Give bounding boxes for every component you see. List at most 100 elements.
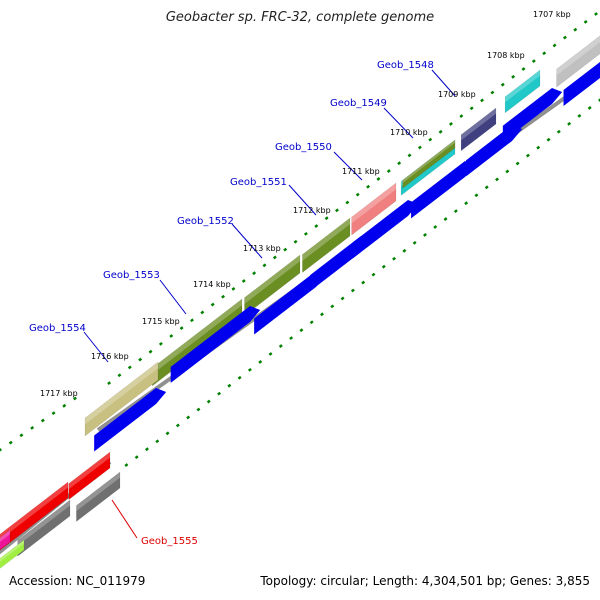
tick-dash-inner (293, 239, 298, 244)
tick-dash-outer (525, 153, 530, 158)
kbp-tick-label: 1716 kbp (91, 352, 129, 361)
tick-dash-inner (428, 137, 433, 142)
gene-bar-gray (556, 35, 600, 88)
tick-dash-inner (8, 440, 13, 445)
gene-bar-salmon (351, 182, 397, 236)
tick-dash-outer (278, 344, 283, 348)
kbp-tick-label: 1707 kbp (533, 10, 571, 19)
gene-bar-magenta (0, 529, 11, 550)
tick-dash-outer (433, 225, 438, 229)
gene-bar-navy-shade (461, 108, 496, 141)
tick-dash-inner (127, 365, 132, 370)
tick-dash-outer (165, 431, 170, 436)
leader-line (83, 331, 109, 363)
tick-dash-outer (371, 272, 376, 277)
tick-dash-outer (350, 288, 355, 293)
tick-dash-outer (392, 256, 397, 261)
tick-dash-inner (521, 67, 526, 71)
tick-dash-outer (268, 352, 273, 356)
tick-dash-inner (438, 129, 443, 134)
tick-dash-inner (397, 161, 402, 166)
gene-bar-gray-shade (556, 35, 600, 76)
tick-dash-inner (200, 310, 205, 315)
tick-dash-outer (237, 375, 242, 380)
gene-arrow-blue (411, 161, 476, 219)
tick-dash-outer (186, 415, 191, 420)
gene-bar-red-shade (0, 482, 68, 540)
gene-bar-cyan (504, 69, 541, 114)
tick-dash-inner (345, 200, 350, 205)
tick-dash-inner (500, 82, 505, 87)
tick-dash-outer (515, 161, 520, 166)
kbp-tick-label: 1711 kbp (342, 167, 380, 176)
tick-dash-inner (511, 74, 516, 79)
tick-dash-inner (542, 51, 547, 56)
tick-dash-outer (340, 296, 345, 301)
gene-bar-cyan-shade (505, 70, 540, 103)
gene-bar-red-shade (68, 452, 110, 490)
gene-bar-olive-shade (244, 255, 300, 304)
tick-dash-inner (583, 19, 588, 24)
tick-dash-inner (30, 426, 35, 430)
tick-dash-inner (190, 318, 194, 323)
tick-dash-inner (376, 177, 381, 181)
tick-dash-inner (179, 326, 184, 331)
tick-dash-inner (210, 302, 215, 307)
tick-dash-outer (124, 463, 129, 467)
label-leader-lines (83, 69, 456, 539)
gene-bar-magenta-shade (0, 530, 10, 542)
map-title: Geobacter sp. FRC-32, complete genome (165, 10, 435, 25)
tick-dash-outer (453, 209, 458, 214)
tick-dash-inner (573, 27, 578, 32)
tick-dash-outer (206, 399, 211, 404)
tick-dash-outer (309, 320, 314, 325)
tick-dash-inner (158, 341, 163, 346)
tick-dash-inner (417, 145, 422, 150)
gene-arrow-blue (563, 62, 600, 107)
tick-dash-outer (546, 137, 551, 142)
tick-dash-outer (474, 193, 479, 198)
gene-bar-olive-shade (152, 299, 242, 375)
tick-dash-outer (330, 304, 335, 309)
gene-features (0, 35, 600, 569)
leader-line (231, 223, 263, 259)
tick-dash-inner (314, 224, 319, 228)
gene-label: Geob_1549 (330, 98, 387, 109)
tick-dash-inner (366, 184, 371, 189)
gene-bar-olive-shade (302, 218, 350, 261)
tick-dash-outer (402, 248, 407, 253)
tick-dash-inner (562, 35, 567, 40)
tick-dash-outer (155, 439, 160, 444)
tick-dash-inner (335, 208, 339, 213)
tick-dash-inner (303, 231, 308, 236)
kbp-tick-label: 1717 kbp (40, 389, 78, 398)
kbp-tick-label: 1712 kbp (293, 206, 331, 215)
tick-dash-outer (134, 455, 139, 460)
gene-arrow-blue (352, 200, 419, 259)
gene-bar-salmon-shade (351, 183, 396, 224)
tick-dash-inner (552, 43, 557, 48)
gene-label: Geob_1548 (377, 60, 434, 71)
gene-label: Geob_1550 (275, 142, 332, 153)
tick-dash-outer (320, 312, 324, 317)
gene-bar-olive (302, 217, 351, 274)
tick-dash-inner (51, 411, 56, 416)
tick-dash-outer (258, 360, 263, 364)
tick-dash-outer (423, 233, 427, 237)
tick-dash-outer (577, 113, 582, 118)
tick-dash-inner (283, 247, 288, 252)
gene-bar-khaki (84, 361, 159, 437)
kbp-tick-label: 1708 kbp (487, 51, 525, 60)
gene-arrow-blue (170, 306, 261, 383)
tick-dash-inner (386, 169, 391, 173)
gene-arrow-blue (310, 236, 372, 291)
text-labels: Geob_1548 Geob_1549 Geob_1550 Geob_1551 Geob… (29, 10, 571, 547)
tick-dash-inner (117, 373, 122, 378)
gene-arrow-blue (94, 388, 167, 452)
tick-dash-outer (536, 145, 541, 150)
gene-label: Geob_1553 (103, 270, 160, 281)
leader-line (111, 499, 138, 539)
tick-dash-inner (449, 122, 453, 126)
tick-dash-inner (169, 334, 174, 338)
tick-dash-inner (148, 349, 153, 354)
